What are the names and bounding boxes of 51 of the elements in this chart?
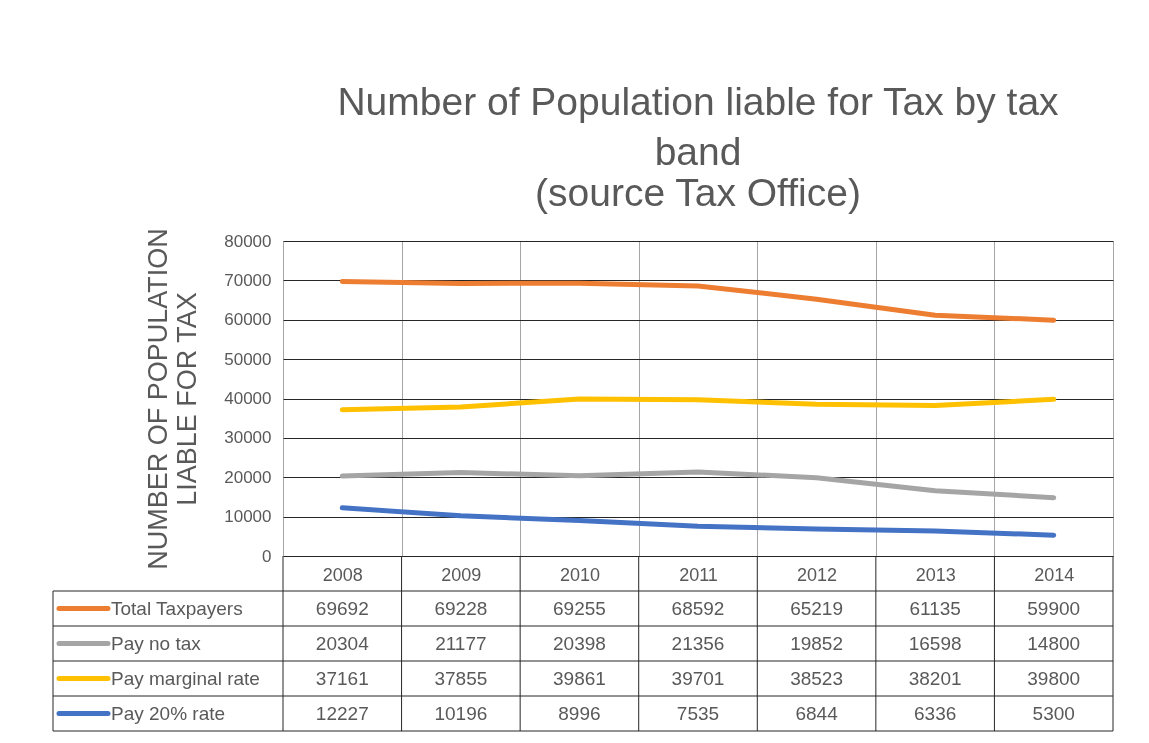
x-tick-label: 2010 — [559, 564, 600, 585]
y-tick-label: 80000 — [224, 231, 272, 251]
chart-title: Number of Population liable for Tax by tax band — [337, 79, 1060, 173]
legend-label: Total Taxpayers — [111, 597, 243, 619]
legend-label: Pay 20% rate — [111, 702, 226, 724]
x-tick-label: 2011 — [679, 564, 718, 585]
y-axis-title: NUMBER OF POPULATION LIABLE FOR TAX — [143, 228, 203, 570]
x-tick-label: 2014 — [1034, 564, 1075, 585]
x-tick-label: 2009 — [441, 564, 482, 585]
data-label: 20398 — [553, 632, 606, 654]
data-label: 7535 — [676, 702, 720, 724]
data-label: 5300 — [1032, 702, 1075, 724]
data-label: 69692 — [315, 597, 369, 619]
data-label: 21177 — [435, 632, 487, 654]
x-tick-label: 2013 — [915, 564, 956, 585]
data-label: 16598 — [908, 632, 962, 654]
x-tick-label: 2012 — [797, 564, 838, 585]
y-tick-label: 20000 — [224, 467, 272, 487]
data-label: 20304 — [315, 632, 370, 654]
y-tick-label: 60000 — [224, 310, 272, 330]
data-label: 6336 — [914, 702, 957, 724]
legend-label: Pay marginal rate — [111, 667, 260, 689]
y-tick-label: 70000 — [224, 270, 272, 290]
data-label: 38523 — [790, 667, 843, 689]
y-tick-label: 10000 — [224, 507, 272, 527]
data-label: 14800 — [1027, 632, 1081, 654]
data-label: 61135 — [909, 597, 961, 619]
data-label: 37855 — [434, 667, 488, 689]
legend-label: Pay no tax — [111, 632, 202, 654]
data-label: 6844 — [795, 702, 839, 724]
data-label: 68592 — [671, 597, 725, 619]
data-label: 69255 — [553, 597, 606, 619]
y-tick-label: 30000 — [224, 428, 272, 448]
data-label: 38201 — [908, 667, 962, 689]
data-label: 65219 — [790, 597, 843, 619]
data-label: 19852 — [790, 632, 843, 654]
data-label: 8996 — [558, 702, 601, 724]
data-label: 12227 — [315, 702, 369, 724]
data-label: 69228 — [434, 597, 488, 619]
data-label: 39861 — [553, 667, 606, 689]
y-tick-label: 40000 — [224, 389, 272, 408]
y-tick-label: 50000 — [224, 349, 272, 369]
data-label: 21356 — [671, 632, 725, 654]
data-label: 10196 — [434, 702, 488, 724]
y-tick-label: 0 — [262, 546, 272, 566]
data-label: 37161 — [315, 667, 369, 689]
data-label: 59900 — [1027, 597, 1081, 619]
data-label: 39800 — [1027, 667, 1081, 689]
data-label: 39701 — [671, 667, 725, 689]
x-tick-label: 2008 — [322, 564, 363, 585]
chart-subtitle: (source Tax Office) — [535, 170, 861, 214]
